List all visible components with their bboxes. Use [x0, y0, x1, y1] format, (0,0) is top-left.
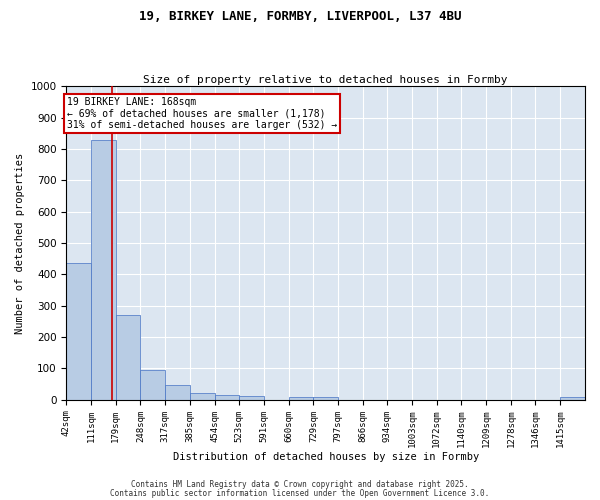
Bar	[166, 384, 190, 400]
Bar	[560, 397, 585, 400]
Bar	[215, 395, 239, 400]
Text: Contains public sector information licensed under the Open Government Licence 3.: Contains public sector information licen…	[110, 490, 490, 498]
Text: 19 BIRKEY LANE: 168sqm
← 69% of detached houses are smaller (1,178)
31% of semi-: 19 BIRKEY LANE: 168sqm ← 69% of detached…	[67, 97, 337, 130]
Text: Contains HM Land Registry data © Crown copyright and database right 2025.: Contains HM Land Registry data © Crown c…	[131, 480, 469, 489]
Bar	[313, 397, 338, 400]
Bar	[289, 397, 313, 400]
X-axis label: Distribution of detached houses by size in Formby: Distribution of detached houses by size …	[173, 452, 479, 462]
Bar	[116, 315, 140, 400]
Bar	[91, 140, 116, 400]
Y-axis label: Number of detached properties: Number of detached properties	[15, 152, 25, 334]
Text: 19, BIRKEY LANE, FORMBY, LIVERPOOL, L37 4BU: 19, BIRKEY LANE, FORMBY, LIVERPOOL, L37 …	[139, 10, 461, 23]
Bar	[67, 262, 91, 400]
Bar	[140, 370, 166, 400]
Bar	[239, 396, 264, 400]
Title: Size of property relative to detached houses in Formby: Size of property relative to detached ho…	[143, 76, 508, 86]
Bar	[190, 394, 215, 400]
